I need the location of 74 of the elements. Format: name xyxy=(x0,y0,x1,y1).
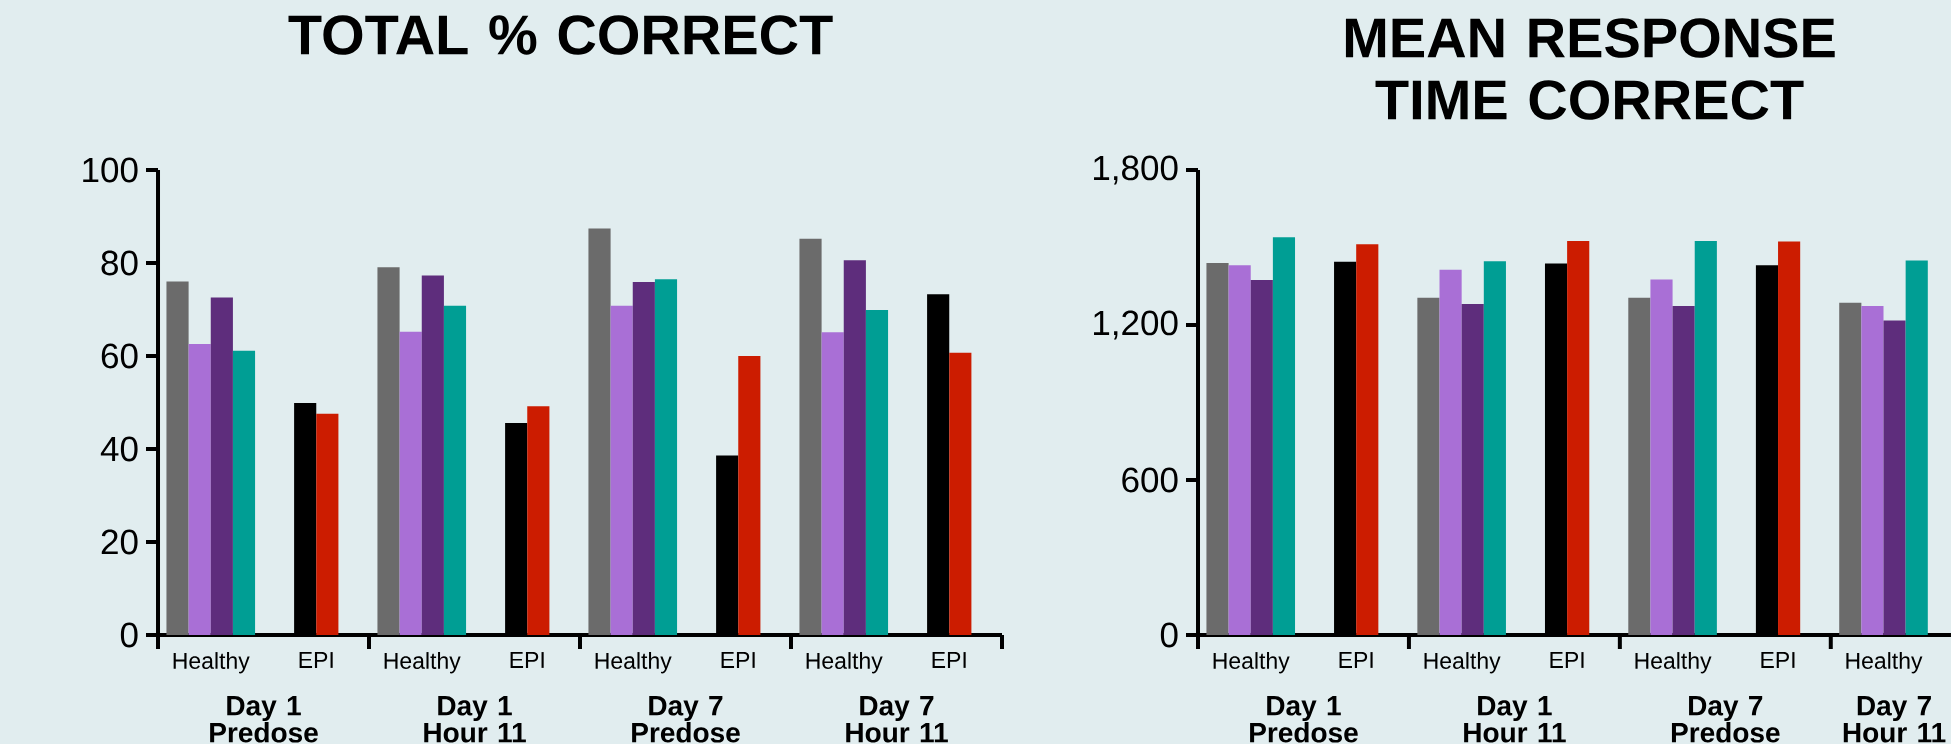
bar xyxy=(821,332,844,635)
bar xyxy=(527,406,550,635)
x-tick-label: Healthy xyxy=(1424,652,1501,674)
bar xyxy=(1439,269,1462,635)
bar xyxy=(1778,241,1801,635)
y-tick-label: 0 xyxy=(120,622,138,648)
bar xyxy=(1650,279,1673,635)
text: Day 7 Predose xyxy=(632,696,740,743)
bar xyxy=(1461,304,1484,635)
bar xyxy=(1567,241,1590,635)
x-tick-label: EPI xyxy=(721,652,755,668)
bar xyxy=(1672,305,1695,635)
y-tick-label: 60 xyxy=(101,343,138,369)
bar xyxy=(949,352,972,635)
bar xyxy=(377,267,400,635)
bar xyxy=(610,305,633,635)
x-tick-label: Healthy xyxy=(595,652,672,674)
x-tick-label: EPI xyxy=(932,652,966,668)
bar xyxy=(210,297,233,635)
x-tick-label: Healthy xyxy=(1846,652,1923,674)
bar xyxy=(443,305,467,635)
x-tick-label: Healthy xyxy=(806,652,883,674)
bar xyxy=(1839,302,1862,635)
bar xyxy=(654,279,678,635)
x-tick-label: EPI xyxy=(510,652,544,668)
text: Day 1 Hour 11 xyxy=(424,696,526,743)
bar xyxy=(1483,261,1506,635)
bar xyxy=(1628,297,1651,635)
bar xyxy=(799,238,822,635)
bar xyxy=(588,228,611,635)
y-tick-label: 0 xyxy=(1160,622,1178,648)
x-tick-label: EPI xyxy=(1339,652,1373,668)
bar xyxy=(738,355,761,635)
y-tick-label: 1,800 xyxy=(1094,155,1178,185)
y-tick-label: 80 xyxy=(101,250,138,276)
bar xyxy=(421,275,444,635)
text: Day 1 Hour 11 xyxy=(1464,696,1566,743)
x-tick-label: EPI xyxy=(299,652,333,668)
bar xyxy=(1861,305,1884,635)
bar xyxy=(1228,265,1251,635)
y-tick-label: 100 xyxy=(83,157,138,183)
x-tick-label: Healthy xyxy=(173,652,250,674)
bar xyxy=(399,331,422,635)
bar xyxy=(1883,320,1906,635)
bar xyxy=(1356,244,1379,635)
bar xyxy=(865,309,889,635)
bar xyxy=(1417,297,1440,635)
bar xyxy=(1905,260,1928,635)
y-tick-label: 600 xyxy=(1122,467,1178,493)
text: Day 1 Predose xyxy=(210,696,318,743)
x-tick-label: Healthy xyxy=(384,652,461,674)
y-tick-label: 20 xyxy=(101,529,138,555)
bar xyxy=(1272,237,1296,635)
text: Day 7 Predose xyxy=(1671,696,1780,743)
bar xyxy=(188,343,211,635)
text: Day 7 Hour 11 xyxy=(846,696,948,743)
x-tick-label: EPI xyxy=(1550,652,1584,668)
x-tick-label: Healthy xyxy=(1213,652,1290,674)
y-tick-label: 40 xyxy=(100,436,138,462)
x-tick-label: EPI xyxy=(1761,652,1795,668)
bar xyxy=(166,281,189,635)
bar xyxy=(1206,262,1229,635)
y-tick-label: 1,200 xyxy=(1094,310,1178,340)
x-tick-label: Healthy xyxy=(1635,652,1712,674)
text: Day 1 Predose xyxy=(1250,696,1358,743)
bar xyxy=(843,260,866,635)
bar xyxy=(632,282,655,635)
bar xyxy=(232,350,256,635)
bar xyxy=(1694,241,1717,635)
text: Day 7 Hour 11 xyxy=(1843,696,1946,743)
chart-title: MEAN RESPONSE TIME CORRECT xyxy=(1345,18,1835,120)
chart-title: TOTAL % CORRECT xyxy=(288,15,833,55)
bar xyxy=(1250,280,1273,635)
bar xyxy=(316,413,339,635)
